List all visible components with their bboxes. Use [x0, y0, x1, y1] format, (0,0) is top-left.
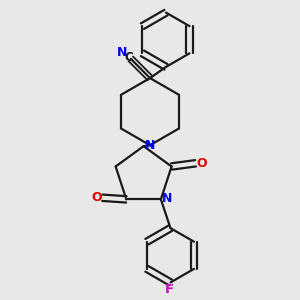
- Text: N: N: [116, 46, 127, 59]
- Text: F: F: [164, 283, 173, 296]
- Text: O: O: [196, 157, 207, 170]
- Text: N: N: [145, 139, 155, 152]
- Text: N: N: [161, 192, 172, 205]
- Text: O: O: [91, 191, 102, 204]
- Text: C: C: [125, 51, 134, 64]
